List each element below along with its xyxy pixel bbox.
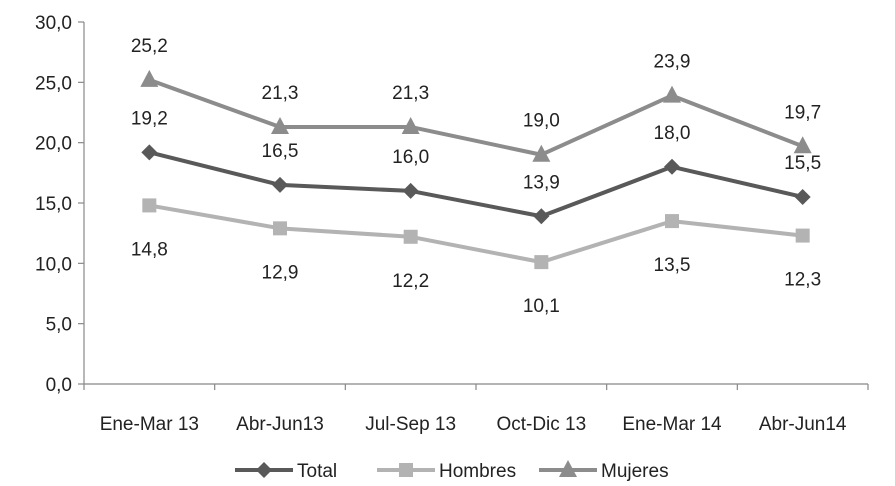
data-point-mujeres	[793, 136, 812, 154]
legend-marker-total	[256, 462, 272, 478]
x-tick-label: Abr-Jun14	[759, 414, 847, 435]
x-axis-ticks: Ene-Mar 13 Abr-Jun13 Jul-Sep 13 Oct-Dic 13 E…	[83, 384, 869, 435]
x-tick-label: Abr-Jun13	[236, 414, 324, 435]
data-label-mujeres: 19,7	[784, 102, 821, 123]
data-label-mujeres: 19,0	[523, 111, 560, 132]
y-tick-label: 25,0	[35, 73, 72, 94]
data-label-hombres: 10,1	[523, 296, 560, 317]
data-point-mujeres	[140, 69, 159, 87]
data-label-hombres: 12,2	[392, 271, 429, 292]
series-markers	[140, 69, 812, 270]
legend-marker-hombres	[399, 463, 413, 477]
y-tick-label: 10,0	[35, 254, 72, 275]
data-label-mujeres: 23,9	[654, 52, 691, 73]
data-labels: 19,2 16,5 16,0 13,9 18,0 15,5 14,8 12,9 12,2 10,1…	[131, 36, 821, 317]
x-tick-label: Jul-Sep 13	[365, 414, 456, 435]
data-label-mujeres: 21,3	[392, 83, 429, 104]
data-label-total: 16,0	[392, 147, 429, 168]
data-point-hombres	[273, 221, 287, 236]
legend-label-hombres: Hombres	[439, 461, 516, 482]
data-point-mujeres	[663, 85, 681, 103]
legend: Total Hombres Mujeres	[235, 460, 669, 482]
legend-label-total: Total	[297, 461, 337, 482]
data-label-total: 15,5	[784, 153, 821, 174]
data-label-hombres: 14,8	[131, 239, 168, 260]
legend-label-mujeres: Mujeres	[601, 461, 669, 482]
series-lines	[148, 78, 804, 265]
data-point-mujeres	[532, 144, 551, 162]
data-point-total	[664, 158, 680, 175]
y-tick-label: 5,0	[46, 315, 72, 336]
x-tick-label: Ene-Mar 13	[100, 414, 199, 435]
x-tick-label: Oct-Dic 13	[496, 414, 586, 435]
data-label-mujeres: 21,3	[262, 83, 299, 104]
data-label-total: 18,0	[654, 123, 691, 144]
legend-marker-mujeres	[559, 460, 577, 477]
data-point-total	[272, 176, 288, 193]
y-tick-label: 20,0	[35, 134, 72, 155]
data-point-total	[141, 144, 158, 161]
data-label-total: 16,5	[262, 141, 299, 162]
data-point-hombres	[534, 255, 549, 270]
y-tick-label: 15,0	[35, 194, 72, 215]
y-tick-label: 0,0	[46, 375, 72, 396]
data-point-total	[533, 208, 550, 225]
data-point-mujeres	[271, 116, 289, 134]
data-label-total: 13,9	[523, 172, 560, 193]
y-tick-label: 30,0	[35, 13, 72, 34]
series-line-mujeres	[148, 78, 804, 157]
series-line-hombres	[148, 203, 803, 265]
x-tick-label: Ene-Mar 14	[622, 414, 722, 435]
data-label-total: 19,2	[131, 108, 168, 129]
data-point-hombres	[665, 214, 679, 229]
data-label-mujeres: 25,2	[131, 36, 168, 57]
data-point-total	[794, 188, 811, 205]
data-label-hombres: 12,3	[784, 270, 821, 291]
y-axis-ticks: 0,0 5,0 10,0 15,0 20,0 25,0 30,0	[35, 13, 84, 396]
data-point-hombres	[795, 228, 810, 243]
series-line-total	[148, 150, 804, 219]
data-label-hombres: 12,9	[262, 262, 299, 283]
data-label-hombres: 13,5	[654, 255, 691, 276]
data-point-hombres	[142, 198, 157, 213]
data-point-total	[402, 182, 419, 199]
data-point-hombres	[403, 229, 418, 244]
data-point-mujeres	[401, 116, 420, 134]
